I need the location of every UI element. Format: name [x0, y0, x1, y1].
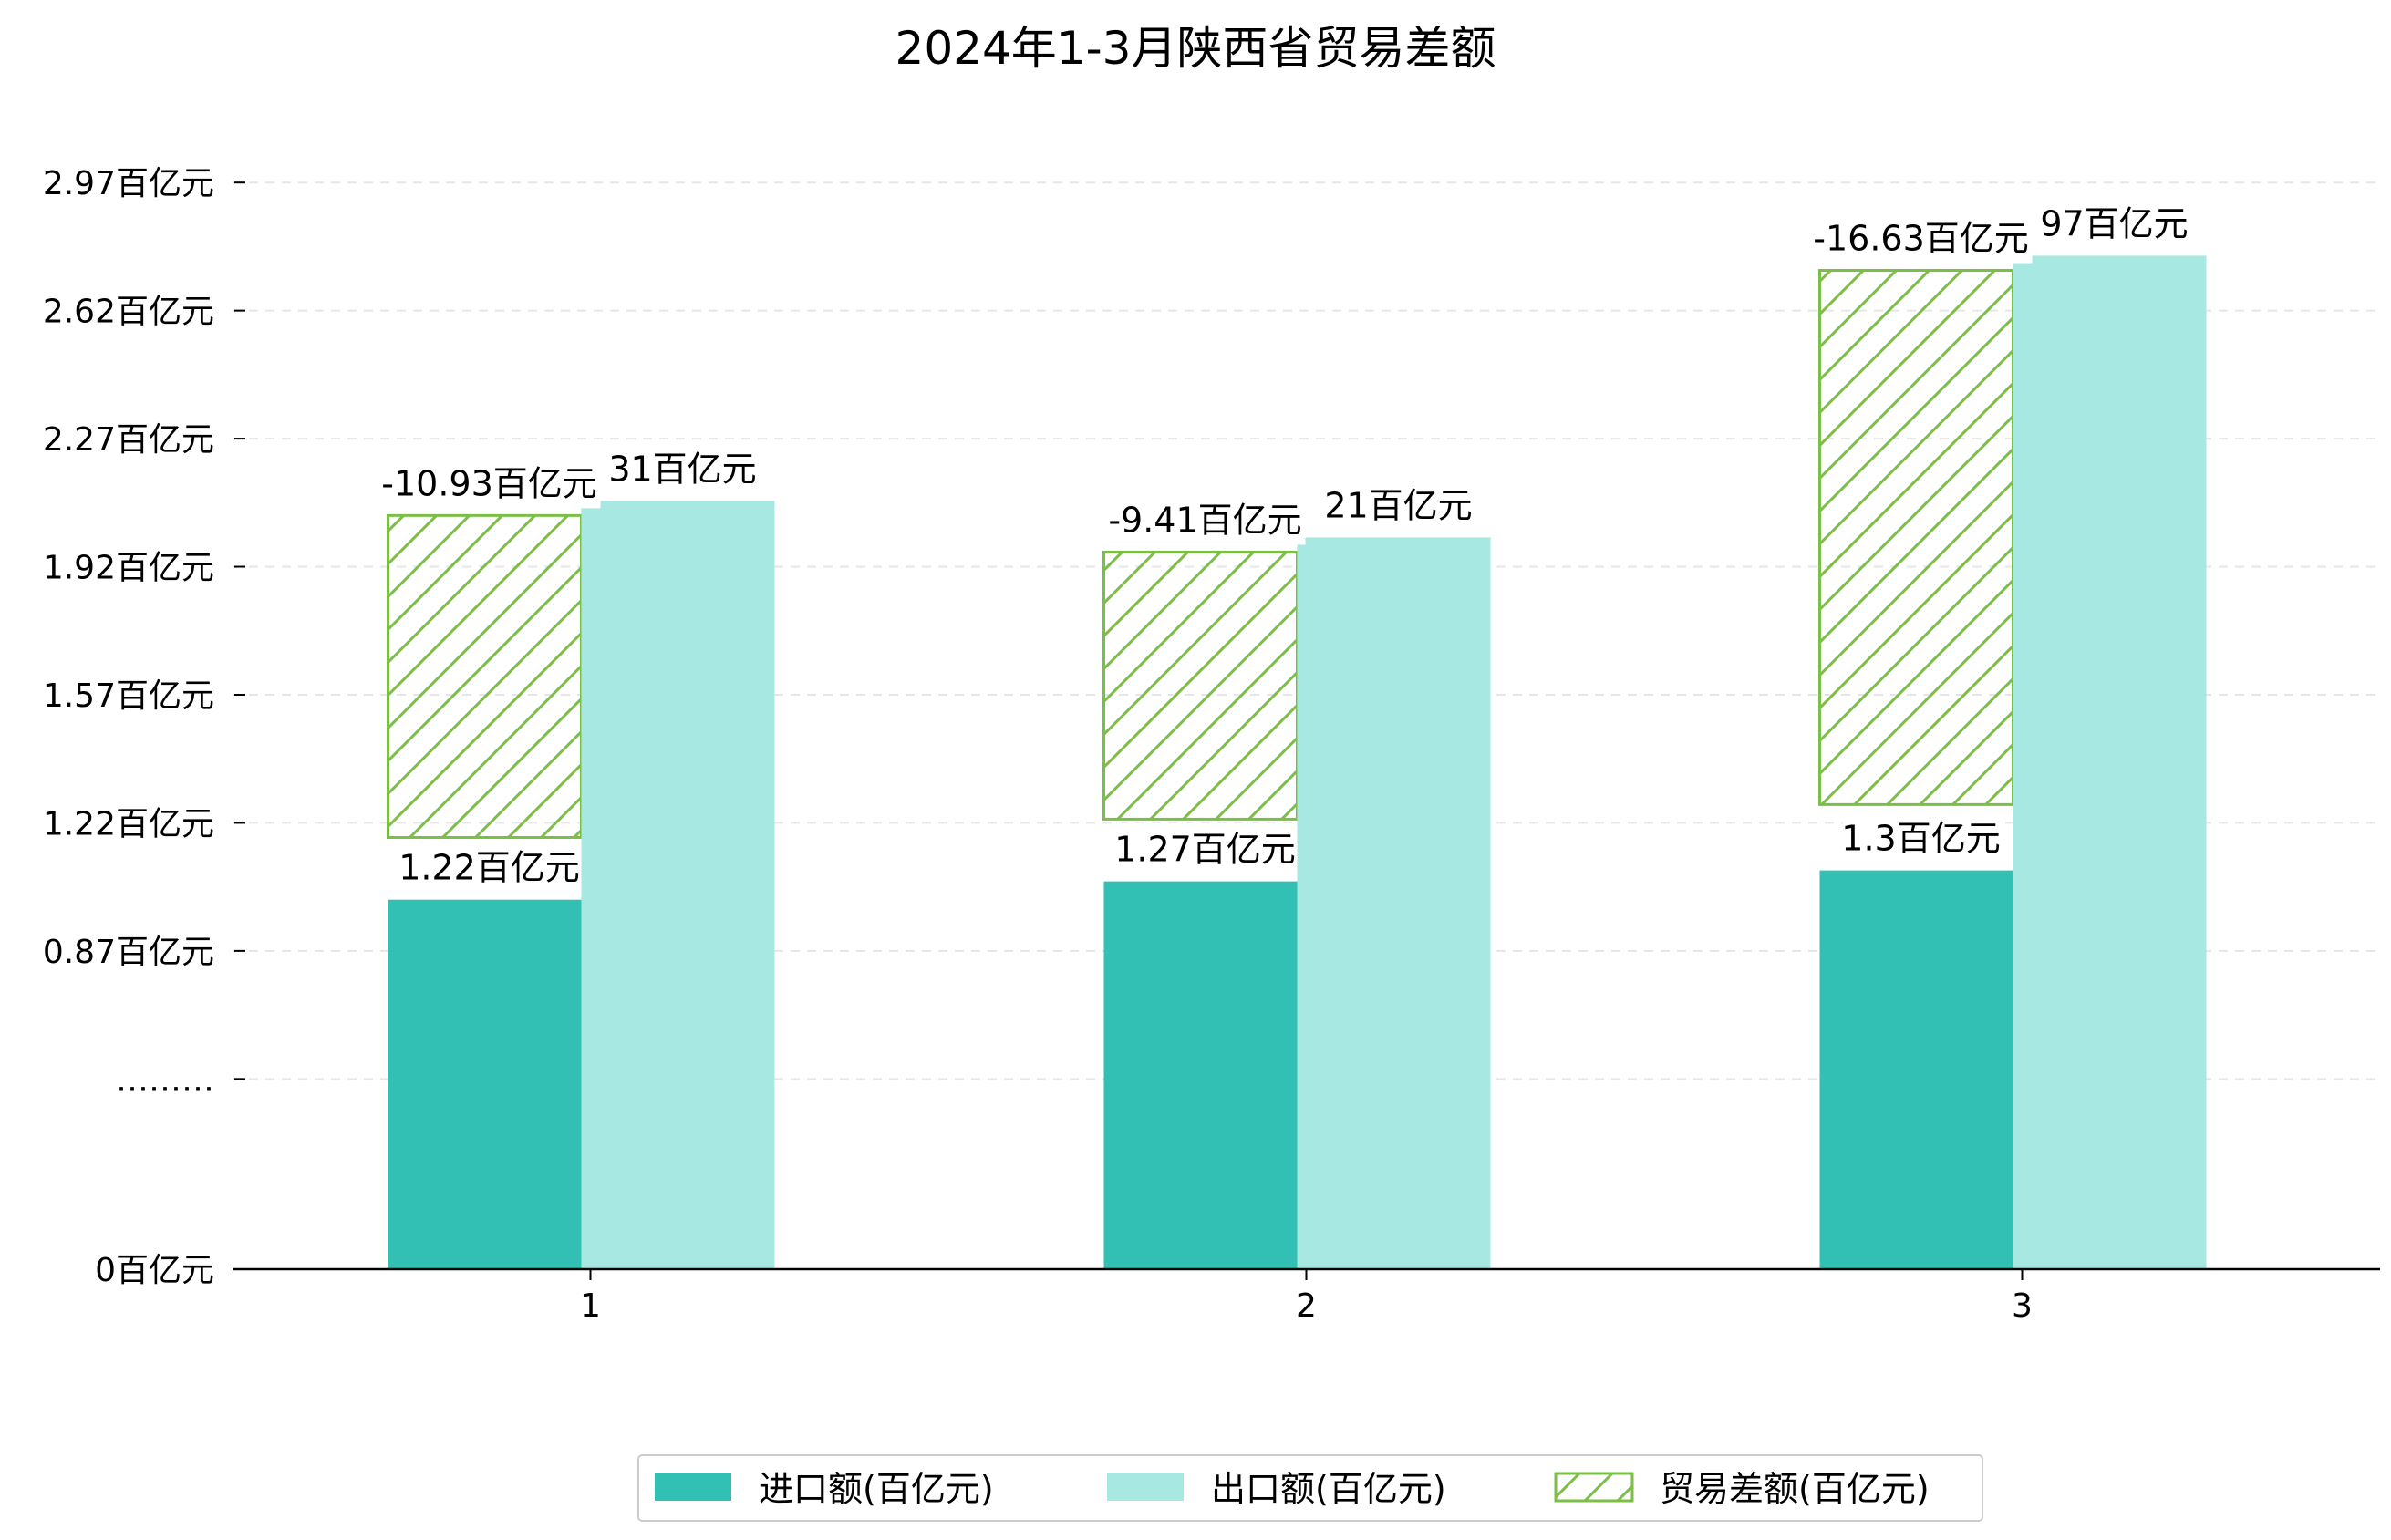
y-tick-label: 2.97百亿元 — [43, 165, 214, 202]
bar-export — [2013, 255, 2207, 1269]
bar-export — [1297, 537, 1491, 1269]
y-tick-label: 1.22百亿元 — [43, 805, 214, 842]
y-tick-label: 1.92百亿元 — [43, 550, 214, 587]
y-tick-label: 2.62百亿元 — [43, 294, 214, 331]
legend-label: 出口额(百亿元) — [1211, 1469, 1446, 1509]
data-label-bg — [1104, 493, 1306, 545]
data-label: 21百亿元 — [1324, 485, 1472, 525]
x-tick-label: 3 — [2012, 1287, 2033, 1325]
chart-title: 2024年1-3月陕西省贸易差额 — [895, 22, 1496, 75]
data-label: 31百亿元 — [608, 449, 756, 489]
data-label-bg — [378, 457, 601, 509]
data-label: -10.93百亿元 — [381, 463, 597, 503]
bar-import — [1103, 881, 1298, 1269]
y-tick-label: ……… — [116, 1061, 214, 1099]
legend-item-import: 进口额(百亿元) — [655, 1469, 994, 1509]
legend-box — [637, 1454, 1983, 1522]
data-label: -16.63百亿元 — [1813, 219, 2029, 259]
bar-export — [581, 501, 775, 1269]
data-label-bg — [615, 442, 750, 494]
y-tick-label: 2.27百亿元 — [43, 421, 214, 459]
legend-swatch — [1554, 1472, 1634, 1503]
x-tick-label: 1 — [580, 1287, 601, 1325]
legend: 进口额(百亿元) 出口额(百亿元) 贸易差额(百亿元) — [637, 1454, 1983, 1522]
data-label: 1.3百亿元 — [1841, 819, 2000, 859]
data-label: 1.27百亿元 — [1114, 830, 1296, 870]
data-label-bg — [1809, 212, 2033, 264]
data-label-bg — [399, 841, 579, 893]
bar-import — [1819, 870, 2013, 1269]
legend-item-export: 出口额(百亿元) — [1107, 1469, 1446, 1509]
data-label: 97百亿元 — [2040, 203, 2188, 243]
data-label-bg — [1330, 479, 1466, 531]
legend-item-balance: 贸易差额(百亿元) — [1554, 1469, 1930, 1509]
y-tick-label: 1.57百亿元 — [43, 677, 214, 715]
y-tick-label: 0.87百亿元 — [43, 934, 214, 971]
data-label: -9.41百亿元 — [1108, 500, 1301, 540]
legend-swatch — [655, 1473, 731, 1501]
bar-balance — [1818, 269, 2014, 806]
data-label-bg — [2046, 197, 2182, 249]
bar-import — [388, 899, 582, 1269]
x-tick-label: 2 — [1296, 1287, 1317, 1325]
legend-label: 贸易差额(百亿元) — [1660, 1469, 1930, 1509]
data-label: 1.22百亿元 — [398, 848, 580, 888]
bar-balance — [387, 513, 583, 839]
bar-balance — [1102, 550, 1299, 821]
data-label-bg — [1115, 822, 1295, 874]
data-label-bg — [1842, 811, 2000, 863]
legend-swatch — [1107, 1473, 1184, 1501]
y-tick-label: 0百亿元 — [95, 1252, 214, 1289]
legend-label: 进口额(百亿元) — [759, 1469, 994, 1509]
